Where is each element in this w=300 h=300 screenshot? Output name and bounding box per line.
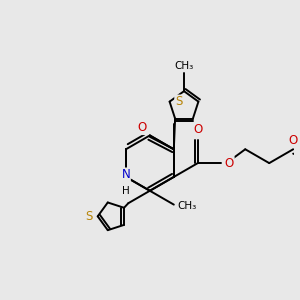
Text: CH₃: CH₃ <box>177 201 196 211</box>
Text: O: O <box>225 157 234 169</box>
Text: H: H <box>122 186 130 196</box>
Text: CH₃: CH₃ <box>174 61 194 71</box>
Text: O: O <box>193 123 203 136</box>
Text: S: S <box>85 210 92 223</box>
Text: N: N <box>122 168 130 181</box>
Text: O: O <box>289 134 298 147</box>
Text: S: S <box>175 95 182 108</box>
Text: O: O <box>137 122 146 134</box>
